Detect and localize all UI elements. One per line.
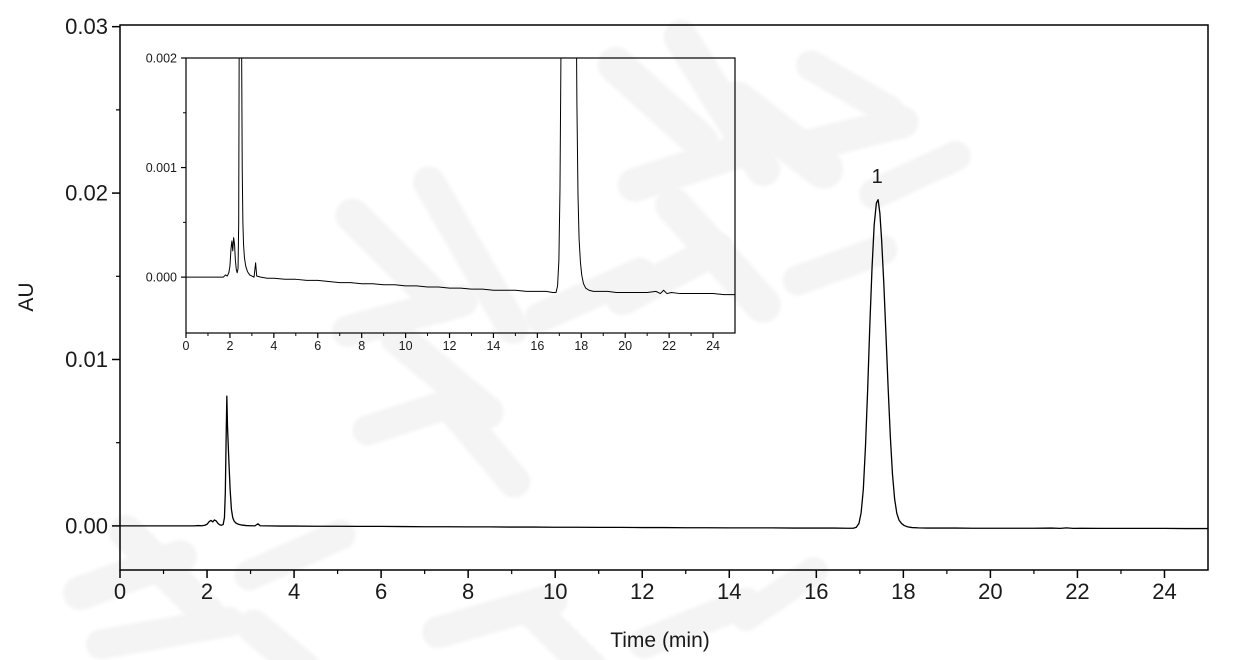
inset-x-tick-label: 12 bbox=[443, 339, 457, 353]
main-x-tick-label: 0 bbox=[114, 579, 126, 604]
main-x-tick-label: 24 bbox=[1152, 579, 1176, 604]
inset-frame bbox=[185, 57, 736, 334]
inset-y-tick-label: 0.001 bbox=[146, 161, 177, 175]
inset-x-tick-label: 0 bbox=[183, 339, 190, 353]
inset-x-tick-label: 22 bbox=[662, 339, 676, 353]
inset-x-tick-label: 14 bbox=[486, 339, 500, 353]
main-x-tick-label: 12 bbox=[630, 579, 654, 604]
inset-trace bbox=[186, 58, 735, 296]
inset-x-tick-label: 4 bbox=[270, 339, 277, 353]
main-plot: 0 2 4 6 8 10 12 14 16 18 20 22 240.000.010.020.031 bbox=[65, 14, 1209, 604]
main-x-tick-label: 4 bbox=[288, 579, 300, 604]
main-x-tick-label: 20 bbox=[978, 579, 1002, 604]
main-x-tick-label: 14 bbox=[717, 579, 741, 604]
peak-annotation: 1 bbox=[872, 166, 883, 188]
inset-x-tick-label: 20 bbox=[618, 339, 632, 353]
inset-x-tick-label: 18 bbox=[574, 339, 588, 353]
inset-x-tick-label: 2 bbox=[226, 339, 233, 353]
x-axis-title: Time (min) bbox=[610, 629, 710, 652]
main-x-tick-label: 16 bbox=[804, 579, 828, 604]
main-trace bbox=[120, 199, 1208, 530]
inset-x-tick-label: 8 bbox=[358, 339, 365, 353]
inset-x-tick-label: 24 bbox=[706, 339, 720, 353]
main-x-tick-label: 10 bbox=[543, 579, 567, 604]
inset-x-tick-label: 16 bbox=[530, 339, 544, 353]
main-y-tick-label: 0.02 bbox=[65, 181, 108, 206]
main-x-tick-label: 6 bbox=[375, 579, 387, 604]
main-y-tick-label: 0.01 bbox=[65, 347, 108, 372]
main-y-tick-label: 0.03 bbox=[65, 14, 108, 39]
main-frame bbox=[119, 24, 1209, 571]
main-x-tick-label: 8 bbox=[462, 579, 474, 604]
main-x-tick-label: 2 bbox=[201, 579, 213, 604]
main-y-tick-label: 0.00 bbox=[65, 513, 108, 538]
inset-x-tick-label: 6 bbox=[314, 339, 321, 353]
inset-y-tick-label: 0.000 bbox=[146, 270, 177, 284]
y-axis-title: AU bbox=[15, 282, 38, 311]
inset-y-tick-label: 0.002 bbox=[146, 51, 177, 65]
main-x-tick-label: 22 bbox=[1065, 579, 1089, 604]
inset-x-tick-label: 10 bbox=[399, 339, 413, 353]
main-x-tick-label: 18 bbox=[891, 579, 915, 604]
